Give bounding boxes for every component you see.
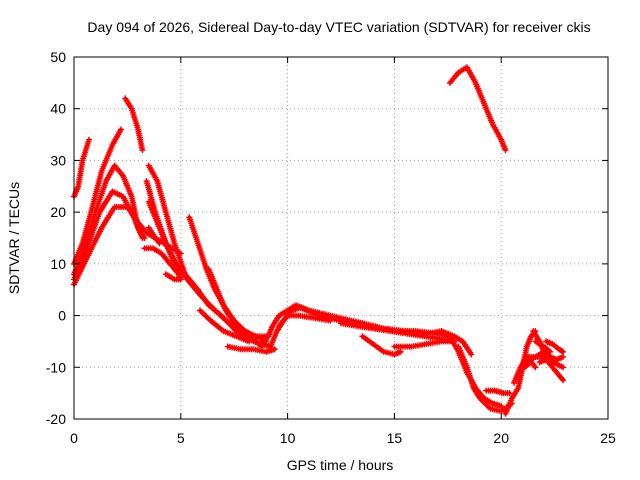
y-tick-label: -10: [46, 359, 66, 375]
series-markers: [543, 338, 567, 355]
series-arc-aa: [446, 64, 509, 154]
axis-layer: 0 5 10 15 20 25 -20 -10 0 10 20 30 40 50: [46, 49, 616, 446]
y-tick-label: 50: [50, 49, 66, 65]
y-tick-label: -20: [46, 411, 66, 427]
chart-title: Day 094 of 2026, Sidereal Day-to-day VTE…: [87, 19, 590, 35]
series-arc-ae: [536, 356, 567, 384]
x-tick-label: 10: [280, 430, 296, 446]
series-arc-w: [438, 328, 475, 358]
series-arc-y: [455, 343, 515, 415]
series-arc-z: [483, 387, 513, 397]
series-markers: [276, 312, 334, 329]
x-axis-label: GPS time / hours: [287, 457, 394, 473]
y-axis-label: SDTVAR / TECUs: [6, 182, 22, 294]
series-arc-ai: [521, 359, 539, 371]
series-arc-o: [197, 307, 253, 345]
series-markers: [521, 359, 539, 371]
series-markers: [224, 343, 278, 355]
series-arc-x: [446, 333, 505, 410]
y-tick-label: 40: [50, 101, 66, 117]
series-markers: [71, 126, 124, 267]
x-tick-label: 5: [177, 430, 185, 446]
series-arc-ah: [530, 328, 547, 355]
series-markers: [145, 224, 163, 247]
series-arc-b: [71, 126, 124, 267]
series-markers: [455, 343, 515, 415]
x-tick-label: 0: [70, 430, 78, 446]
series-markers: [141, 245, 184, 283]
series-markers: [530, 328, 547, 355]
plot-frame: [73, 56, 609, 420]
x-tick-label: 15: [387, 430, 403, 446]
series-markers: [162, 271, 184, 283]
series-arc-f: [122, 95, 146, 154]
series-markers: [391, 338, 458, 350]
series-markers: [483, 387, 513, 397]
series-arc-j: [145, 224, 163, 247]
y-tick-label: 10: [50, 256, 66, 272]
y-tick-label: 20: [50, 204, 66, 220]
y-tick-label: 0: [58, 308, 66, 324]
series-markers: [446, 333, 505, 410]
series-layer: [71, 64, 567, 417]
series-arc-s: [276, 312, 334, 329]
series-arc-n: [205, 266, 265, 350]
series-markers: [122, 95, 146, 154]
series-markers: [197, 307, 253, 345]
series-markers: [438, 328, 475, 358]
series-arc-ag: [543, 338, 567, 355]
series-arc-l: [162, 271, 184, 283]
series-arc-p: [224, 343, 278, 355]
series-arc-k: [141, 245, 184, 283]
series-arc-u: [359, 333, 404, 358]
series-arc-v: [391, 338, 458, 350]
series-arc-t: [338, 320, 458, 345]
series-markers: [446, 64, 509, 154]
series-markers: [205, 266, 265, 350]
series-markers: [359, 333, 404, 358]
series-markers: [536, 356, 567, 384]
x-tick-label: 20: [493, 430, 509, 446]
x-tick-label: 25: [600, 430, 616, 446]
y-tick-label: 30: [50, 152, 66, 168]
